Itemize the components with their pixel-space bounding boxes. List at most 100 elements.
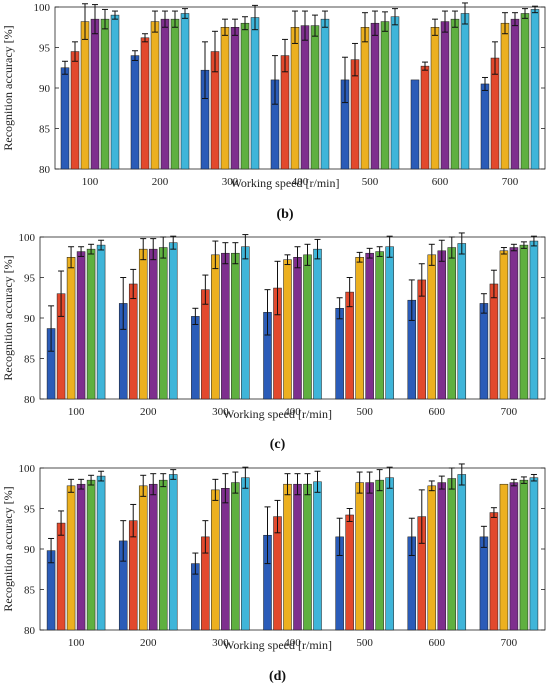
x-tick-label: 700 [502, 176, 519, 188]
bar [437, 250, 447, 400]
bar [130, 55, 140, 170]
bar [231, 252, 240, 400]
bar [280, 55, 290, 170]
bar [479, 303, 489, 400]
bar [158, 479, 168, 631]
bar [437, 482, 447, 631]
bar [440, 21, 450, 170]
y-tick-label: 95 [24, 504, 36, 516]
bar [148, 483, 158, 631]
bar [168, 474, 178, 631]
bar [479, 536, 489, 631]
bar [530, 9, 540, 170]
x-axis-label: Working speed [r/min] [223, 407, 332, 421]
y-tick-label: 100 [19, 463, 36, 475]
bar [447, 478, 457, 631]
bar [230, 27, 240, 170]
bar [273, 516, 282, 631]
bar [345, 514, 354, 631]
x-tick-label: 300 [212, 637, 229, 649]
bar [110, 14, 120, 170]
y-tick-label: 90 [39, 83, 51, 95]
bar [430, 27, 440, 170]
bar [76, 483, 86, 631]
bar [290, 27, 300, 170]
bar [380, 21, 390, 170]
bar [510, 18, 520, 170]
bar [66, 257, 76, 400]
bar [170, 18, 180, 170]
bar [365, 252, 374, 400]
bar [96, 244, 106, 400]
bar [529, 477, 539, 631]
bar [427, 254, 437, 400]
bar [417, 279, 427, 400]
x-tick-label: 200 [152, 176, 169, 188]
bar [86, 479, 96, 631]
bar [300, 25, 310, 170]
x-tick-label: 600 [432, 176, 449, 188]
bar [480, 83, 490, 170]
bar [240, 22, 250, 170]
bar [76, 251, 86, 400]
y-tick-label: 85 [24, 354, 36, 366]
y-axis-label: Recognition accuracy [%] [1, 25, 15, 150]
bar [427, 485, 437, 631]
bar [355, 482, 364, 631]
bar [355, 257, 364, 400]
bar [250, 17, 260, 170]
bar [460, 13, 470, 170]
x-tick-label: 500 [362, 176, 379, 188]
y-tick-label: 80 [24, 625, 36, 637]
bar [211, 254, 220, 400]
x-tick-label: 100 [68, 637, 85, 649]
bar [303, 254, 312, 400]
bar [450, 18, 460, 170]
chart-panel-3: 80 85 90 95 100 100 200 300 400 500 600 700 Working … [1, 463, 546, 684]
x-tick-label: 200 [140, 406, 157, 418]
y-axis-label: Recognition accuracy [%] [1, 255, 15, 380]
x-tick-label: 200 [140, 637, 157, 649]
x-tick-label: 600 [429, 406, 446, 418]
bar [231, 482, 240, 631]
y-axis-label: Recognition accuracy [%] [1, 486, 15, 611]
chart-panel-1: 80 85 90 95 100 100 200 300 400 500 600 700 Working … [1, 2, 546, 222]
bar [410, 79, 420, 170]
bar [90, 18, 100, 170]
x-tick-label: 700 [501, 406, 518, 418]
bar [509, 482, 519, 631]
bar [345, 291, 354, 400]
bar [220, 27, 230, 170]
bar [138, 248, 148, 400]
bar [385, 246, 394, 400]
y-tick-label: 85 [39, 124, 51, 136]
x-tick-label: 300 [222, 176, 239, 188]
bar [283, 483, 292, 631]
bar [519, 479, 529, 631]
bar [96, 475, 106, 631]
x-tick-label: 100 [68, 406, 85, 418]
chart-panel-2: 80 85 90 95 100 100 200 300 400 500 600 700 Working … [1, 232, 546, 452]
plot-frame [54, 6, 546, 170]
bar [447, 247, 457, 400]
bar [293, 483, 302, 631]
x-axis-label: Working speed [r/min] [230, 176, 339, 190]
bar [375, 251, 384, 400]
bar [60, 67, 70, 170]
x-tick-label: 600 [429, 637, 446, 649]
bar [365, 482, 374, 631]
bar [313, 248, 322, 400]
y-tick-label: 90 [24, 544, 36, 556]
bar [128, 283, 138, 400]
bar [66, 485, 76, 631]
bar [160, 18, 170, 170]
y-tick-label: 95 [24, 273, 36, 285]
bar [370, 22, 380, 170]
y-tick-label: 95 [39, 43, 51, 55]
bar [100, 18, 110, 170]
bar [499, 250, 509, 400]
bar [138, 485, 148, 631]
x-tick-label: 400 [284, 637, 301, 649]
bar [221, 252, 230, 400]
